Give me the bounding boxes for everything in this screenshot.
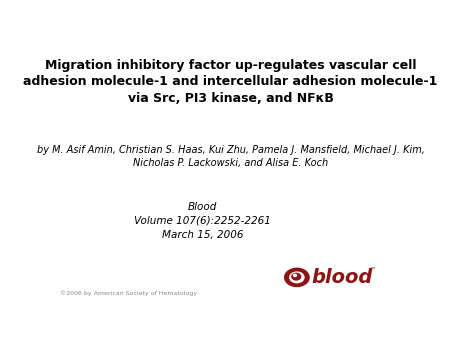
Text: Blood
Volume 107(6):2252-2261
March 15, 2006: Blood Volume 107(6):2252-2261 March 15, … <box>134 202 271 240</box>
Text: by M. Asif Amin, Christian S. Haas, Kui Zhu, Pamela J. Mansfield, Michael J. Kim: by M. Asif Amin, Christian S. Haas, Kui … <box>37 145 424 168</box>
Circle shape <box>293 274 297 276</box>
Text: ™: ™ <box>369 268 375 273</box>
Text: ©2006 by American Society of Hematology: ©2006 by American Society of Hematology <box>60 290 197 296</box>
Circle shape <box>285 268 309 287</box>
Text: blood: blood <box>311 268 373 287</box>
Circle shape <box>292 273 301 280</box>
Circle shape <box>290 272 304 283</box>
Text: Migration inhibitory factor up-regulates vascular cell
adhesion molecule-1 and i: Migration inhibitory factor up-regulates… <box>23 59 438 105</box>
